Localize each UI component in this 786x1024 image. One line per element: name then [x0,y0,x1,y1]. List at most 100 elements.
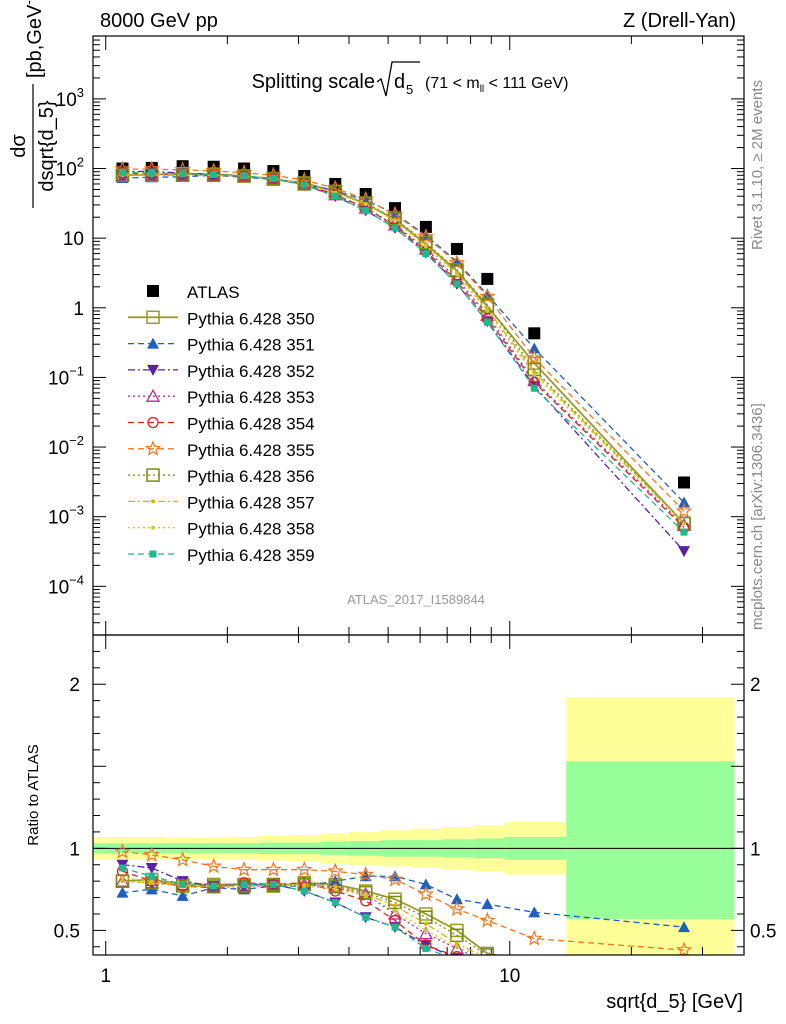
y-tick-label-base: 10 [48,438,69,459]
ratio-point [300,887,308,895]
legend-marker [147,285,159,297]
data-point [300,181,308,189]
ratio-point [210,882,218,890]
title-cut: (71 < mll < 111 GeV) [425,75,568,95]
ratio-y-tick-label-right: 0.5 [750,921,776,942]
xlabel: sqrt{d_5} [GeV] [606,991,743,1013]
ratio-point [484,966,491,973]
header-right: Z (Drell-Yan) [623,10,736,32]
data-point [453,280,461,288]
legend-label: Pythia 6.428 351 [187,336,315,355]
y-tick-label: 1 [73,299,84,320]
legend-marker [146,310,160,325]
data-point [678,546,691,558]
legend-entry: Pythia 6.428 352 [128,362,315,381]
data-point [525,349,543,366]
analysis-id: ATLAS_2017_I1589844 [347,592,485,607]
legend-entry: Pythia 6.428 351 [128,336,315,355]
ratio-point [302,884,307,889]
ratio-point [479,911,496,928]
ratio-point [454,941,459,946]
data-point [148,169,156,177]
ratio-point [333,887,338,892]
data-point [485,308,490,313]
ratio-point [528,906,541,918]
ratio-point [454,944,459,949]
data-point [419,220,432,233]
title-cut-end: < 111 GeV) [484,75,568,92]
ratio-point [678,964,690,976]
ratio-point [417,885,435,902]
legend-entry: Pythia 6.428 359 [128,546,315,565]
ratio-point [528,957,540,969]
ratio-point [528,964,540,975]
ratio-point [485,956,489,960]
header-left: 8000 GeV pp [100,10,218,32]
legend-label: Pythia 6.428 356 [187,467,315,486]
x-tick-label: 1 [100,966,111,987]
data-point [240,172,248,180]
ratio-point [422,944,430,952]
ratio-point [145,863,158,875]
legend-marker [149,550,157,558]
legend-marker [146,468,160,482]
legend-label: Pythia 6.428 355 [187,441,315,460]
x-tick-label: 10 [499,966,520,987]
y-tick-label-base: 1 [73,299,84,320]
data-point [419,235,433,250]
ratio-series [114,842,693,983]
data-point [331,192,339,200]
ratio-point [388,895,402,910]
ratio-point [333,884,338,889]
band-stat-bin [566,761,735,919]
data-point [682,521,687,526]
ratio-point [529,971,539,981]
ratio-point [448,900,466,917]
data-point [678,496,691,508]
data-point [450,242,463,255]
legend-label: ATLAS [187,283,240,302]
y-tick-label-base: 10 [48,368,69,389]
ratio-point [481,965,493,976]
ratio-point [391,923,399,931]
data-point [298,170,311,183]
legend-label: Pythia 6.428 354 [187,415,315,434]
legend-entry: Pythia 6.428 350 [128,309,315,328]
legend-label: Pythia 6.428 358 [187,520,315,539]
ratio-point [682,968,686,972]
y-tick-label-exp: −1 [69,363,84,378]
ratio-point [449,941,465,955]
ratio-point [531,976,538,983]
legend: ATLAS Pythia 6.428 350 Pythia 6.428 351 Pyt… [128,283,315,565]
data-point [393,219,398,224]
data-point [528,327,541,340]
ratio-point [675,941,693,955]
data-point [423,244,428,249]
ratio-point [363,893,368,898]
ratio-point [481,898,494,910]
y-tick-label-exp: −4 [69,572,84,587]
ratio-point [179,880,187,888]
ratio-point [115,873,130,887]
data-point [210,171,218,179]
ratio-point [678,921,691,933]
ratio-point [358,885,373,900]
ratio-point [419,878,432,890]
ratio-point [423,921,428,926]
ratio-frame [92,634,745,956]
ratio-y-tick-label-left: 2 [69,675,80,696]
y-tick-label-base: 10 [56,90,77,111]
legend-label: Pythia 6.428 357 [187,493,315,512]
data-point [678,476,691,489]
data-point [422,250,430,258]
ratio-point [450,928,464,943]
legend-entry: Pythia 6.428 355 [128,440,315,460]
ratio-point [362,913,370,921]
mcplots-label: mcplots.cern.ch [arXiv:1306.3436] [749,403,766,630]
ratio-point [174,851,191,867]
legend-label: Pythia 6.428 353 [187,388,315,407]
y-tick-label-exp: 3 [77,85,84,100]
legend-label: Pythia 6.428 359 [187,546,315,565]
